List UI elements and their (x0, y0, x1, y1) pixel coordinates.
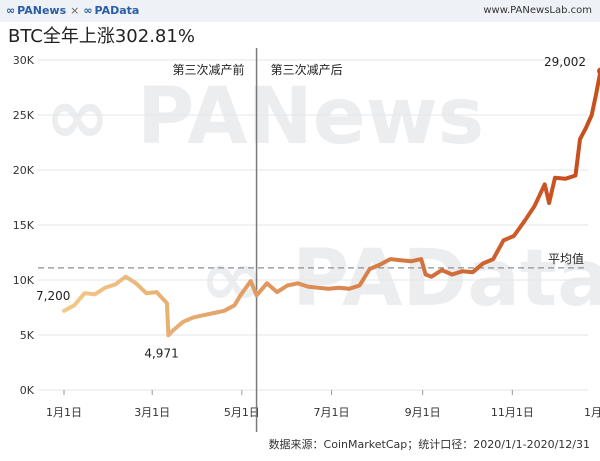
data-point (347, 287, 351, 290)
data-point (481, 262, 485, 265)
data-point (512, 234, 516, 238)
end-value-label: 29,002 (544, 55, 586, 69)
y-tick-label: 30K (13, 54, 35, 67)
y-tick-label: 0K (20, 384, 35, 397)
data-point (223, 309, 226, 312)
padata-logo-icon: ∞ (83, 4, 93, 17)
data-point (306, 285, 310, 288)
data-point (409, 260, 413, 263)
data-point (167, 334, 170, 337)
data-point (578, 138, 582, 141)
x-tick-label: 3月1日 (134, 406, 170, 419)
brand-padata: PAData (94, 4, 140, 17)
data-point (155, 290, 158, 294)
data-point (103, 286, 107, 289)
data-point (212, 311, 216, 315)
data-point (192, 316, 195, 319)
data-point (564, 177, 567, 180)
before-halving-label: 第三次减产前 (173, 62, 245, 77)
data-point (83, 292, 86, 295)
data-point (165, 301, 169, 305)
data-point (440, 268, 443, 272)
watermark-panews: ∞ PANews (45, 72, 484, 162)
data-point (202, 314, 205, 317)
chart-title: BTC全年上涨302.81% (8, 26, 195, 47)
data-point (522, 220, 526, 223)
y-tick-label: 5K (20, 329, 35, 342)
data-point (337, 286, 341, 289)
y-tick-label: 10K (13, 274, 35, 287)
data-point (145, 292, 148, 295)
panews-logo-icon: ∞ (6, 4, 16, 17)
data-point (327, 287, 330, 290)
brand-logos: ∞ PANews × ∞ PAData (6, 4, 139, 17)
data-point (492, 257, 495, 261)
data-point (171, 329, 174, 332)
data-point (419, 257, 423, 261)
start-value-label: 7,200 (36, 289, 70, 303)
data-point (265, 282, 269, 285)
data-point (134, 282, 138, 285)
data-point (73, 304, 76, 307)
data-point (181, 320, 185, 323)
watermark-padata: ∞ PAData (200, 234, 600, 324)
data-point (239, 294, 242, 297)
data-point (543, 183, 546, 186)
low-value-label: 4,971 (144, 346, 178, 360)
y-tick-label: 20K (13, 164, 35, 177)
data-point (574, 174, 577, 177)
data-point (286, 284, 289, 287)
data-point (594, 92, 598, 96)
btc-price-line (62, 69, 600, 338)
brand-panews: PANews (17, 4, 67, 17)
data-point (471, 271, 474, 274)
data-point (249, 279, 252, 283)
data-point (358, 284, 361, 287)
data-point (424, 273, 427, 276)
x-tick-label: 5月1日 (224, 406, 260, 419)
data-point (296, 282, 299, 285)
data-point (114, 283, 117, 286)
x-tick-label: 11月1日 (491, 406, 534, 419)
data-point (368, 267, 371, 271)
x-tick-label: 1月1日 (46, 406, 82, 419)
data-point (389, 257, 392, 261)
data-point (461, 270, 464, 273)
x-tick-label: 7月1日 (314, 406, 350, 419)
data-point (62, 309, 66, 312)
data-point (450, 273, 454, 276)
data-point (93, 293, 97, 296)
data-point (378, 263, 382, 266)
data-point (317, 286, 320, 289)
data-point (255, 294, 258, 297)
end-point-marker (597, 67, 600, 75)
data-point (430, 275, 433, 278)
y-tick-label: 25K (13, 109, 35, 122)
data-point (275, 290, 279, 294)
data-point (584, 127, 588, 130)
data-point (533, 205, 536, 208)
data-source-note: 数据来源：CoinMarketCap；统计口径：2020/1/1-2020/12… (268, 438, 590, 451)
site-url: www.PANewsLab.com (483, 5, 592, 16)
data-point (590, 113, 593, 117)
data-point (502, 239, 505, 242)
data-point (399, 259, 402, 262)
watermark: ∞ PANews ∞ PAData (45, 72, 600, 324)
header-bar: ∞ PANews × ∞ PAData www.PANewsLab.com (0, 0, 600, 22)
after-halving-label: 第三次减产后 (271, 63, 343, 77)
data-point (547, 201, 551, 205)
data-point (124, 275, 127, 278)
data-point (553, 176, 557, 179)
x-tick-label: 9月1日 (405, 406, 441, 419)
data-point (233, 304, 236, 307)
x-tick-label: 1月1日 (584, 406, 600, 419)
y-tick-label: 15K (13, 219, 35, 232)
brand-separator: × (70, 4, 80, 17)
average-label: 平均值 (548, 251, 584, 266)
